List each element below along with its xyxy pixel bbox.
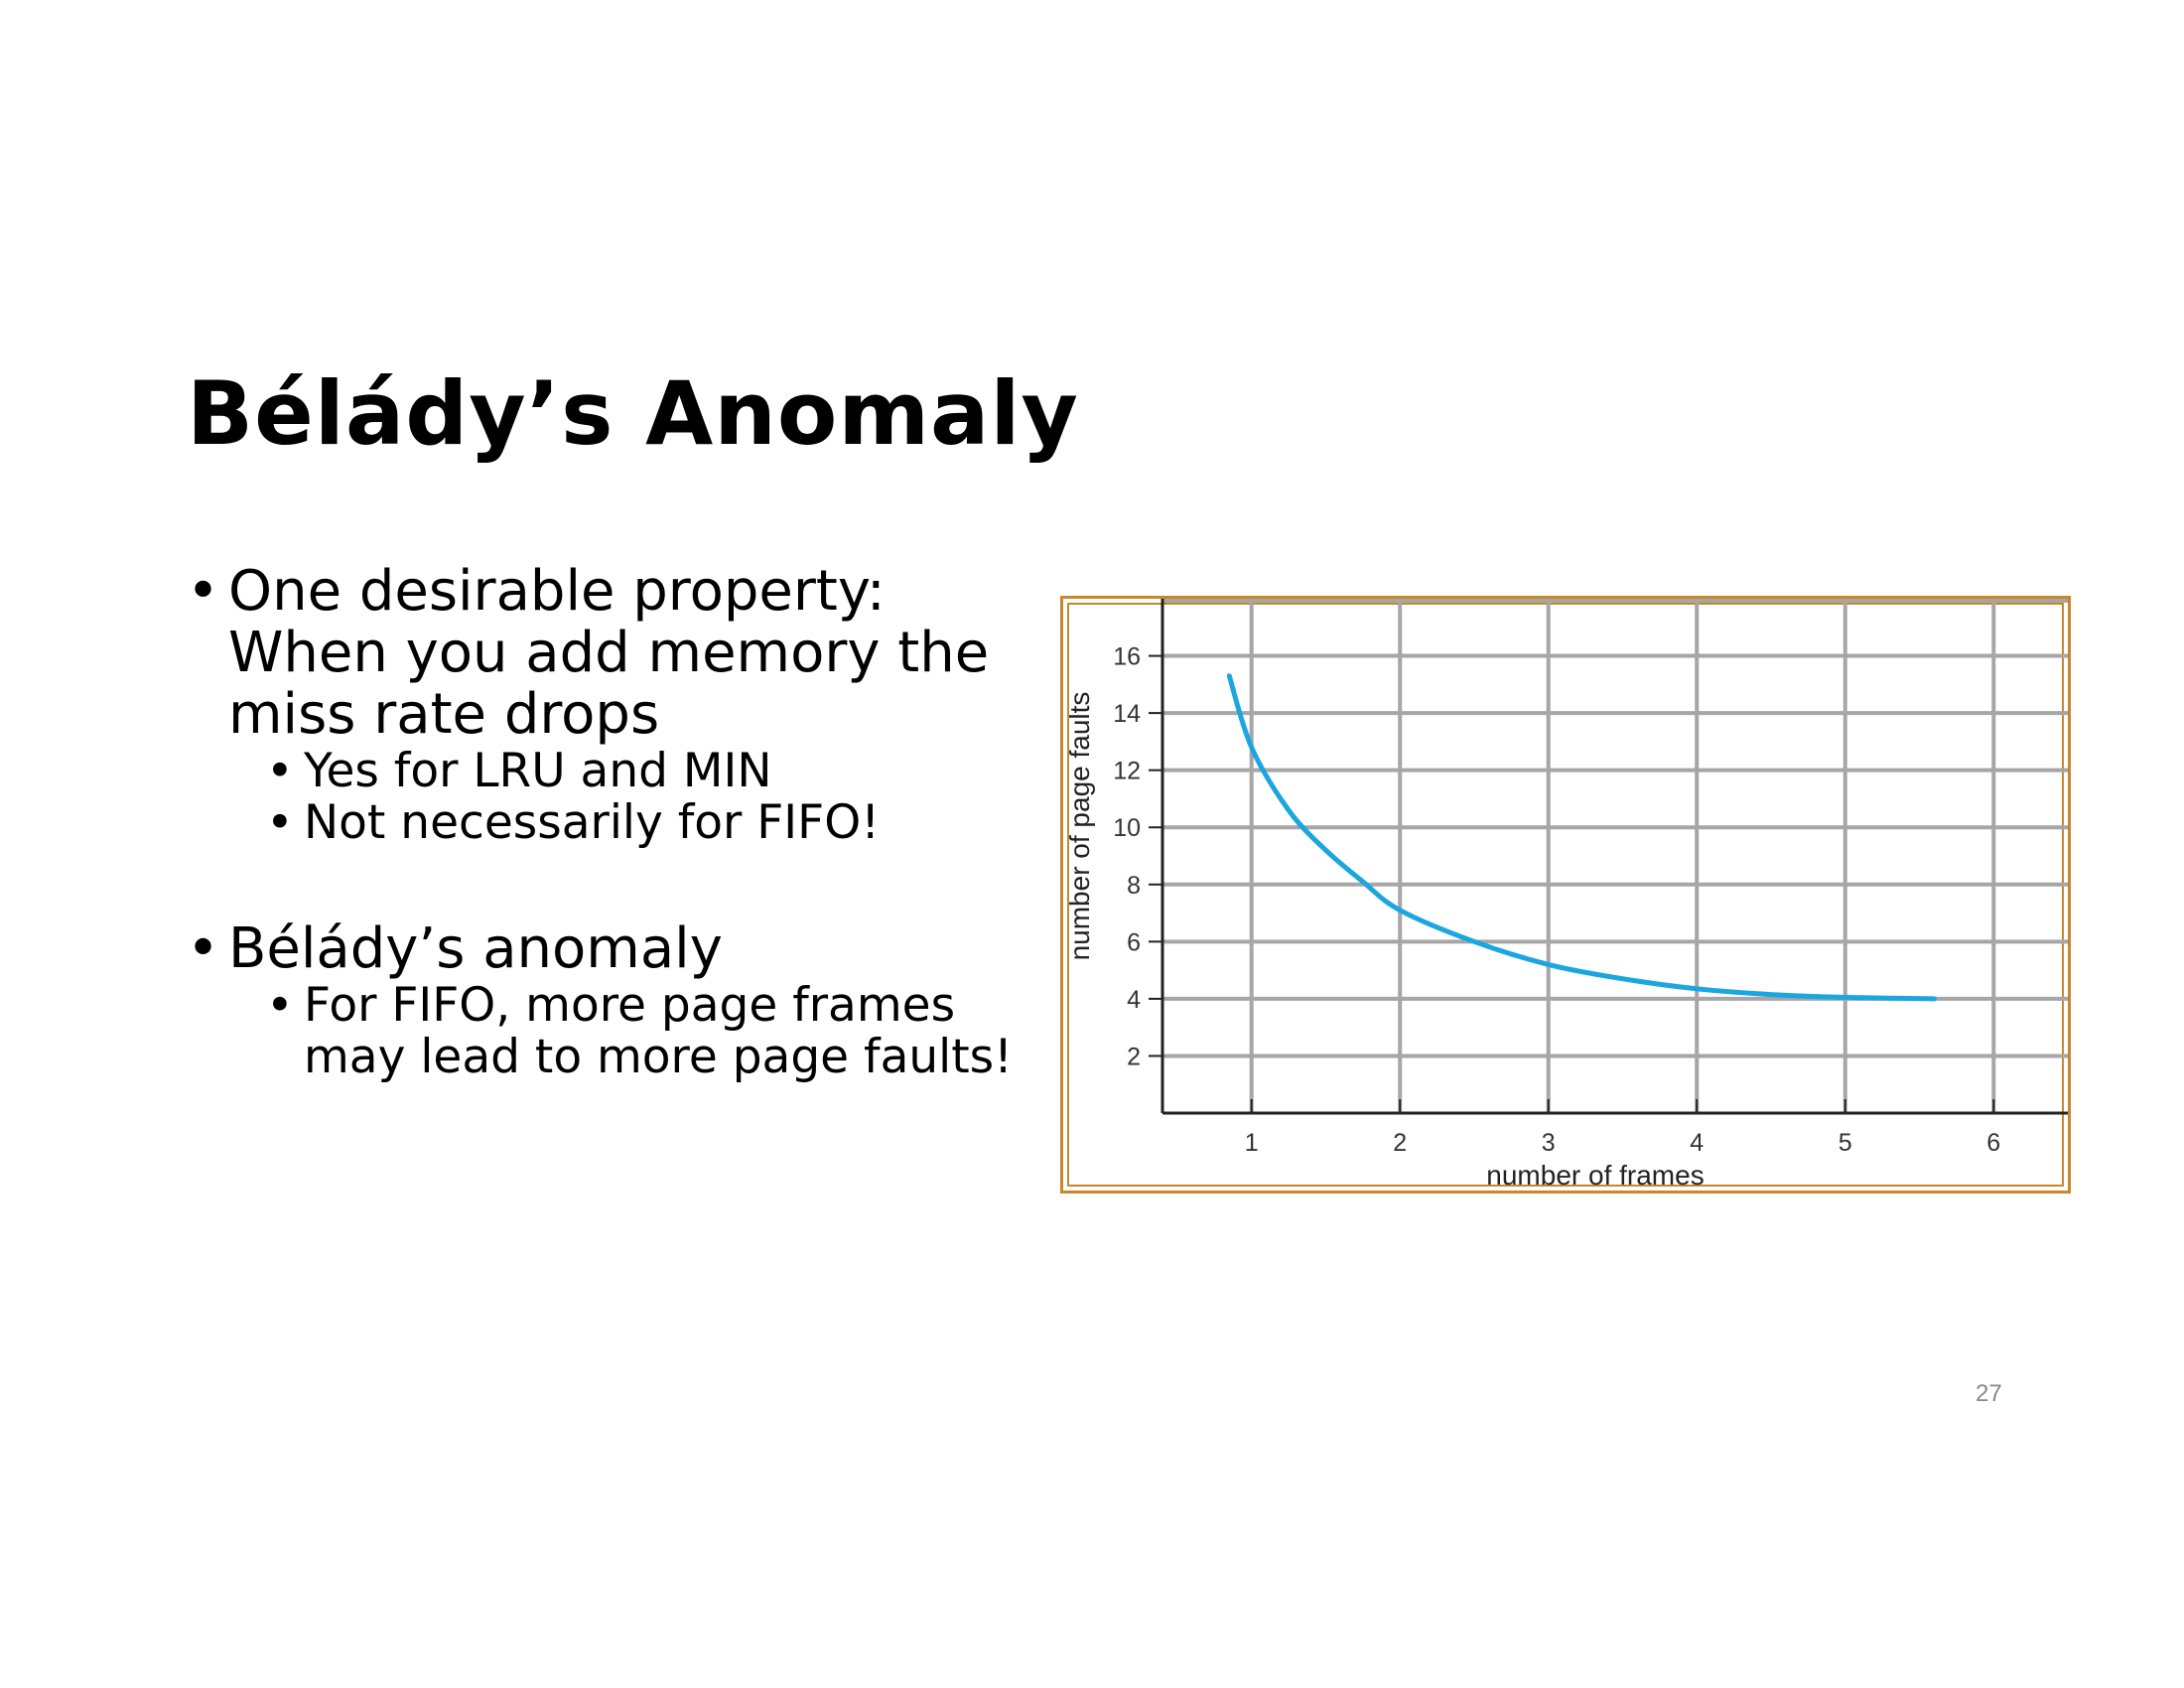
- x-tick-label: 6: [1986, 1129, 2000, 1157]
- y-tick-labels: 2 4 6 8 10 12 14 16: [1113, 643, 1141, 1071]
- x-tick-label: 1: [1245, 1129, 1259, 1157]
- y-tick-label: 10: [1113, 814, 1141, 842]
- series-line: [1226, 673, 1937, 1002]
- y-tick-label: 12: [1113, 758, 1141, 785]
- x-tick-label: 3: [1542, 1129, 1556, 1157]
- horizontal-gridlines: [1162, 599, 2068, 1058]
- page-number: 27: [1976, 1380, 2002, 1407]
- x-tick-label: 4: [1690, 1129, 1704, 1157]
- bullet-list: One desirable property: When you add mem…: [187, 561, 1040, 1083]
- x-axis-title: number of frames: [1486, 1160, 1704, 1191]
- y-axis-title: number of page faults: [1064, 692, 1095, 961]
- slide-title: Bélády’s Anomaly: [187, 362, 1079, 465]
- y-tick-label: 2: [1127, 1043, 1141, 1070]
- x-tick-label: 2: [1393, 1129, 1407, 1157]
- sub-bullet-item: For FIFO, more page frames may lead to m…: [266, 980, 1040, 1083]
- x-tick-label: 5: [1839, 1129, 1852, 1157]
- y-tick-label: 8: [1127, 872, 1141, 900]
- y-tick-label: 4: [1127, 986, 1141, 1014]
- vertical-gridlines: [1249, 599, 1996, 1113]
- sub-bullet-item: Not necessarily for FIFO!: [266, 797, 1040, 850]
- x-tick-labels: 1 2 3 4 5 6: [1245, 1129, 2000, 1157]
- sub-bullet-item: Yes for LRU and MIN: [266, 746, 1040, 798]
- tick-marks: [1149, 654, 1995, 1113]
- bullet-item: Bélády’s anomaly: [187, 918, 1040, 981]
- y-tick-label: 16: [1113, 643, 1141, 671]
- spacer: [187, 849, 1040, 918]
- axes: [1160, 599, 2068, 1115]
- y-tick-label: 6: [1127, 928, 1141, 956]
- y-tick-label: 14: [1113, 700, 1141, 728]
- bullet-item: One desirable property: When you add mem…: [187, 561, 1040, 746]
